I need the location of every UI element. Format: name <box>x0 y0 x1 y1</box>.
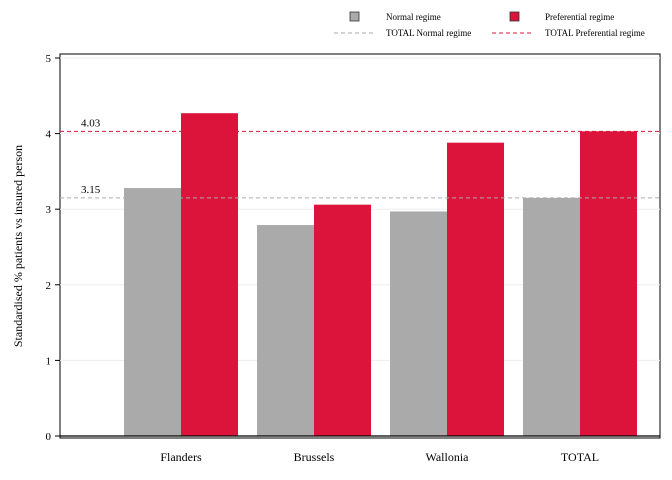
x-tick-label: Wallonia <box>425 450 469 464</box>
y-tick-label: 5 <box>46 53 52 65</box>
y-tick-label: 0 <box>46 431 52 443</box>
bar-preferential-flanders <box>181 113 238 437</box>
legend-label: Normal regime <box>386 12 441 22</box>
reference-lines: 3.15 4.03 <box>60 117 660 199</box>
bar-normal-wallonia <box>390 211 447 436</box>
reference-line-label: 3.15 <box>81 184 101 196</box>
bar-preferential-brussels <box>314 204 371 436</box>
y-tick-label: 1 <box>46 355 52 367</box>
y-tick-label: 3 <box>46 204 52 216</box>
x-tick-label: Brussels <box>294 450 335 464</box>
bar-normal-flanders <box>124 188 181 436</box>
y-tick-label: 2 <box>46 280 52 292</box>
y-axis-label: Standardised % patients vs insured perso… <box>11 145 25 347</box>
bar-preferential-total <box>580 131 637 436</box>
x-axis: Flanders Brussels Wallonia TOTAL <box>60 435 660 464</box>
x-tick-label: Flanders <box>160 450 202 464</box>
legend-swatch <box>509 11 520 22</box>
y-tick-label: 4 <box>46 129 52 141</box>
legend-swatch <box>349 11 360 22</box>
plot-frame <box>59 53 661 439</box>
bars <box>124 113 637 437</box>
bar-normal-brussels <box>257 225 314 436</box>
bar-normal-total <box>523 197 580 436</box>
x-tick-label: TOTAL <box>561 450 599 464</box>
y-axis: 0 1 2 3 4 5 <box>46 53 60 443</box>
legend: Normal regime Preferential regime TOTAL No… <box>334 11 645 38</box>
bar-preferential-wallonia <box>447 142 504 436</box>
legend-label: Preferential regime <box>545 12 614 22</box>
legend-label: TOTAL Preferential regime <box>545 28 645 38</box>
legend-label: TOTAL Normal regime <box>386 28 471 38</box>
reference-line-label: 4.03 <box>81 117 101 129</box>
